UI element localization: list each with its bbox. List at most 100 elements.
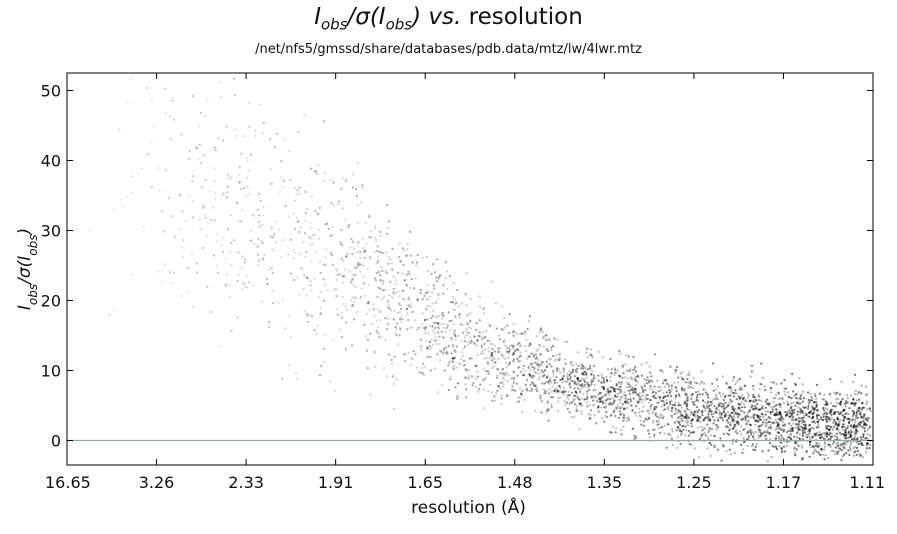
data-point xyxy=(456,382,459,385)
data-point xyxy=(797,422,800,425)
data-point xyxy=(818,392,821,395)
data-point xyxy=(178,193,181,196)
data-point xyxy=(278,228,281,231)
data-point xyxy=(854,435,857,438)
data-point xyxy=(641,388,644,391)
data-point xyxy=(766,402,769,405)
data-point xyxy=(351,278,354,281)
data-point xyxy=(254,129,257,132)
data-point xyxy=(692,377,695,380)
data-point xyxy=(259,199,262,203)
data-point xyxy=(808,401,811,404)
data-point xyxy=(636,380,639,383)
data-point xyxy=(261,132,264,135)
data-point xyxy=(309,222,312,225)
data-point xyxy=(379,319,382,322)
data-point xyxy=(491,399,494,402)
data-point xyxy=(457,334,460,337)
data-point xyxy=(732,410,736,413)
data-point xyxy=(243,261,246,264)
data-point xyxy=(164,168,167,171)
data-point xyxy=(324,263,327,266)
data-point xyxy=(801,421,804,424)
data-point xyxy=(508,362,511,366)
data-point xyxy=(743,440,746,443)
data-point xyxy=(466,323,469,326)
data-point xyxy=(780,441,783,444)
data-point xyxy=(715,397,718,400)
data-point xyxy=(719,401,722,405)
data-point xyxy=(759,430,762,434)
data-point xyxy=(661,371,664,374)
data-point xyxy=(262,121,265,125)
data-point xyxy=(803,428,806,431)
data-point xyxy=(473,335,476,338)
data-point xyxy=(603,420,606,423)
data-point xyxy=(849,443,853,446)
data-point xyxy=(838,402,841,405)
data-point xyxy=(495,376,499,379)
data-point xyxy=(217,136,220,139)
data-point xyxy=(493,361,496,364)
data-point xyxy=(557,359,560,362)
data-point xyxy=(703,431,706,435)
data-point xyxy=(497,351,501,354)
data-point xyxy=(489,356,492,359)
data-point xyxy=(566,393,569,396)
data-point xyxy=(283,138,286,141)
data-point xyxy=(798,423,801,426)
data-point xyxy=(334,389,337,392)
data-point xyxy=(250,229,253,232)
data-point xyxy=(453,332,456,335)
data-point xyxy=(368,215,371,218)
data-point xyxy=(323,120,326,123)
data-point xyxy=(779,437,783,440)
data-point xyxy=(218,81,221,84)
data-point xyxy=(373,236,376,239)
data-point xyxy=(618,349,621,353)
data-point xyxy=(653,405,656,409)
data-point xyxy=(555,376,558,379)
data-point xyxy=(755,407,758,410)
data-point xyxy=(465,396,468,399)
data-point xyxy=(381,283,384,286)
data-point xyxy=(753,414,756,417)
data-point xyxy=(426,318,429,321)
data-point xyxy=(508,350,511,353)
data-point xyxy=(590,380,594,383)
data-point xyxy=(582,393,585,396)
data-point xyxy=(173,235,176,238)
data-point xyxy=(490,280,493,283)
data-point xyxy=(588,364,592,368)
data-point xyxy=(539,397,542,400)
data-point xyxy=(788,437,791,440)
data-point xyxy=(545,380,548,384)
data-point xyxy=(727,414,730,417)
data-point xyxy=(762,415,765,418)
data-point xyxy=(591,356,594,359)
data-point xyxy=(675,387,678,390)
data-point xyxy=(226,177,229,180)
data-point xyxy=(432,321,435,324)
data-point xyxy=(262,257,265,260)
data-point xyxy=(673,421,677,424)
data-point xyxy=(342,302,345,306)
data-point xyxy=(829,378,832,381)
data-point xyxy=(720,459,723,462)
data-point xyxy=(855,414,858,417)
data-point xyxy=(409,286,412,289)
data-point xyxy=(822,398,826,401)
data-point xyxy=(836,418,839,421)
data-point xyxy=(517,349,520,352)
data-point xyxy=(767,426,770,429)
data-point xyxy=(729,394,732,397)
data-point xyxy=(844,405,848,408)
data-point xyxy=(475,322,478,325)
data-point xyxy=(842,418,845,421)
data-point xyxy=(866,393,869,396)
data-point xyxy=(569,394,572,397)
data-point xyxy=(668,392,671,395)
data-point xyxy=(392,287,395,290)
data-point xyxy=(558,378,562,382)
data-point xyxy=(257,264,260,267)
